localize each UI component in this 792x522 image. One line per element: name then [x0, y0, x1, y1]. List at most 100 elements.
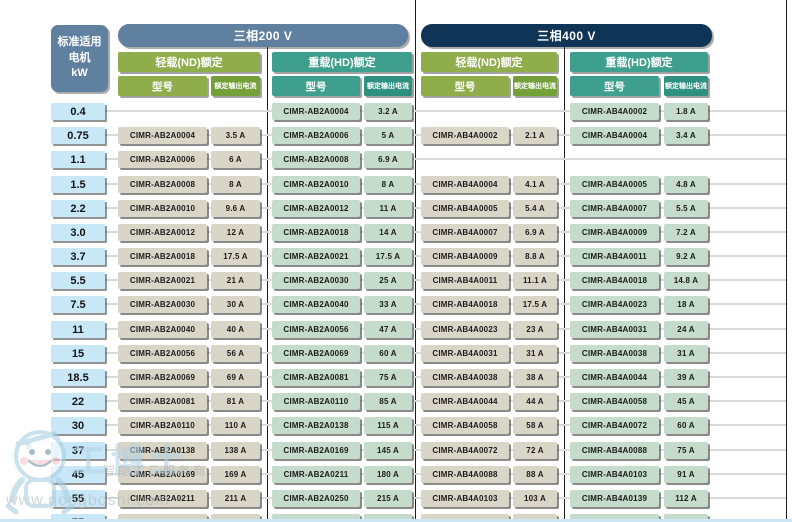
current-cell: 8 A	[364, 176, 412, 193]
kw-cell: 45	[51, 466, 105, 483]
model-cell: CIMR-AB4A0009	[421, 248, 509, 265]
model-cell: CIMR-AB2A0008	[118, 176, 207, 193]
kw-cell: 7.5	[51, 296, 105, 313]
model-cell: CIMR-AB4A0005	[421, 200, 509, 217]
model-cell: CIMR-AB4A0018	[570, 272, 659, 289]
kw-cell: 3.7	[51, 248, 105, 265]
model-cell: CIMR-AB4A0103	[421, 490, 509, 507]
current-cell: 75 A	[664, 442, 708, 459]
current-cell: 3.2 A	[364, 103, 412, 120]
current-cell: 69 A	[211, 369, 260, 386]
kw-cell: 37	[51, 442, 105, 459]
model-cell: CIMR-AB4A0072	[570, 417, 659, 434]
model-cell: CIMR-AB2A0006	[118, 151, 207, 168]
model-cell: CIMR-AB2A0169	[118, 466, 207, 483]
current-cell: 17.5 A	[211, 248, 260, 265]
model-cell: CIMR-AB2A0018	[272, 224, 360, 241]
model-cell: CIMR-AB4A0044	[421, 393, 509, 410]
current-cell: 8 A	[211, 176, 260, 193]
model-cell: CIMR-AB4A0103	[570, 466, 659, 483]
divider-right-border	[786, 0, 787, 522]
kw-cell: 5.5	[51, 272, 105, 289]
col-header-model: 型号	[421, 76, 509, 96]
model-cell: CIMR-AB2A0012	[272, 200, 360, 217]
kw-cell: 11	[51, 321, 105, 338]
model-cell: CIMR-AB4A0023	[421, 321, 509, 338]
model-cell: CIMR-AB4A0044	[570, 369, 659, 386]
model-cell: CIMR-AB2A0138	[272, 417, 360, 434]
current-cell: 6.9 A	[364, 151, 412, 168]
current-cell: 17.5 A	[364, 248, 412, 265]
current-cell: 3.5 A	[211, 127, 260, 144]
model-cell: CIMR-AB2A0010	[118, 200, 207, 217]
model-cell: CIMR-AB2A0081	[118, 393, 207, 410]
col-header-model: 型号	[272, 76, 360, 96]
model-cell: CIMR-AB2A0012	[118, 224, 207, 241]
current-cell: 75 A	[364, 369, 412, 386]
current-cell: 1.8 A	[664, 103, 708, 120]
model-cell: CIMR-AB2A0018	[118, 248, 207, 265]
current-cell: 21 A	[211, 272, 260, 289]
model-cell: CIMR-AB2A0056	[272, 321, 360, 338]
motor-kw-header-line1: 标准适用	[57, 36, 102, 49]
model-cell: CIMR-AB2A0110	[272, 393, 360, 410]
model-cell: CIMR-AB4A0005	[570, 176, 659, 193]
current-cell: 211 A	[211, 490, 260, 507]
current-cell: 2.1 A	[513, 127, 557, 144]
divider-200v-nd-hd	[267, 47, 268, 522]
current-cell: 169 A	[211, 466, 260, 483]
model-cell: CIMR-AB4A0038	[570, 345, 659, 362]
model-cell: CIMR-AB4A0058	[421, 417, 509, 434]
current-cell: 5.4 A	[513, 200, 557, 217]
model-cell: CIMR-AB4A0002	[570, 103, 659, 120]
kw-cell: 1.5	[51, 176, 105, 193]
model-cell: CIMR-AB2A0211	[118, 490, 207, 507]
current-cell: 8.8 A	[513, 248, 557, 265]
current-cell: 110 A	[211, 417, 260, 434]
current-cell: 30 A	[211, 296, 260, 313]
current-cell: 7.2 A	[664, 224, 708, 241]
model-cell: CIMR-AB4A0088	[421, 466, 509, 483]
motor-kw-header-line2: 电机	[68, 51, 91, 64]
current-cell: 38 A	[513, 369, 557, 386]
model-cell: CIMR-AB2A0004	[118, 127, 207, 144]
current-cell: 47 A	[364, 321, 412, 338]
current-cell: 4.1 A	[513, 176, 557, 193]
model-cell: CIMR-AB2A0056	[118, 345, 207, 362]
kw-cell: 0.75	[51, 127, 105, 144]
current-cell: 40 A	[211, 321, 260, 338]
current-cell: 9.2 A	[664, 248, 708, 265]
current-cell: 9.6 A	[211, 200, 260, 217]
model-cell: CIMR-AB4A0031	[421, 345, 509, 362]
model-cell: CIMR-AB2A0211	[272, 466, 360, 483]
model-cell: CIMR-AB4A0011	[570, 248, 659, 265]
row-connector-line	[105, 158, 786, 160]
current-cell: 180 A	[364, 466, 412, 483]
model-cell: CIMR-AB4A0038	[421, 369, 509, 386]
model-cell: CIMR-AB2A0040	[272, 296, 360, 313]
current-cell: 17.5 A	[513, 296, 557, 313]
model-cell: CIMR-AB4A0011	[421, 272, 509, 289]
current-cell: 39 A	[664, 369, 708, 386]
row-connector-line	[105, 110, 786, 112]
col-header-model: 型号	[118, 76, 207, 96]
current-cell: 45 A	[664, 393, 708, 410]
col-header-current: 额定输出电流	[364, 76, 412, 96]
current-cell: 72 A	[513, 442, 557, 459]
model-cell: CIMR-AB2A0169	[272, 442, 360, 459]
model-cell: CIMR-AB4A0139	[570, 490, 659, 507]
current-cell: 23 A	[513, 321, 557, 338]
current-cell: 91 A	[664, 466, 708, 483]
current-cell: 60 A	[664, 417, 708, 434]
model-cell: CIMR-AB2A0138	[118, 442, 207, 459]
model-cell: CIMR-AB4A0004	[421, 176, 509, 193]
current-cell: 81 A	[211, 393, 260, 410]
model-cell: CIMR-AB4A0004	[570, 127, 659, 144]
kw-cell: 2.2	[51, 200, 105, 217]
current-cell: 56 A	[211, 345, 260, 362]
model-cell: CIMR-AB2A0081	[272, 369, 360, 386]
model-cell: CIMR-AB2A0030	[118, 296, 207, 313]
model-cell: CIMR-AB2A0021	[118, 272, 207, 289]
model-cell: CIMR-AB4A0002	[421, 127, 509, 144]
current-cell: 5.5 A	[664, 200, 708, 217]
